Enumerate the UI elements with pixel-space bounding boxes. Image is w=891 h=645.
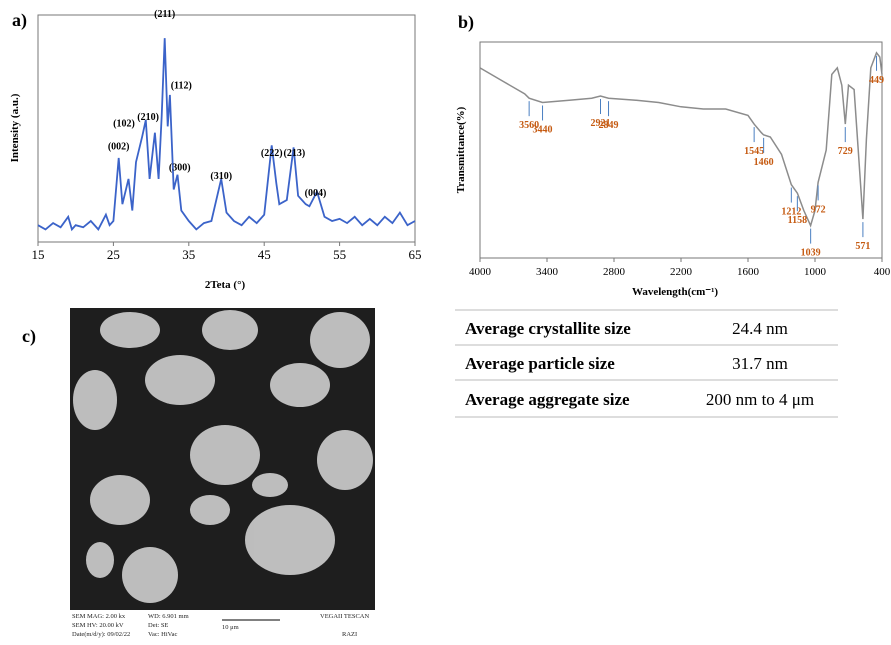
x-axis-label: Wavelength(cm⁻¹) xyxy=(632,286,718,298)
table-cell: 200 nm to 4 μm xyxy=(706,390,814,409)
x-tick-label: 2800 xyxy=(603,266,626,278)
x-tick-label: 55 xyxy=(333,247,346,262)
peak-label: 571 xyxy=(855,241,870,252)
peak-label: 3560 xyxy=(519,120,539,131)
table: Average crystallite size 24.4 nm Average… xyxy=(455,309,838,418)
peak-annotation: (213) xyxy=(284,148,306,159)
panel-label: b) xyxy=(458,12,474,33)
peak-label: 729 xyxy=(838,146,853,157)
x-tick-label: 15 xyxy=(32,247,45,262)
x-tick-label: 35 xyxy=(182,247,195,262)
x-tick-label: 2200 xyxy=(670,266,693,278)
peak-label: 1158 xyxy=(788,215,807,226)
sem-text: SEM MAG: 2.00 kx xyxy=(72,613,126,620)
peak-annotation: (102) xyxy=(113,118,135,129)
panel-label: a) xyxy=(12,10,27,31)
x-tick-label: 3400 xyxy=(536,266,559,278)
x-tick-label: 1000 xyxy=(804,266,827,278)
y-axis-label: Intensity (a.u.) xyxy=(9,93,21,162)
table-cell: Average particle size xyxy=(465,354,615,373)
x-tick-label: 1600 xyxy=(737,266,760,278)
peak-label: 1212 xyxy=(781,207,801,218)
x-tick-label: 4000 xyxy=(469,266,492,278)
sem-image xyxy=(70,308,375,640)
x-tick-label: 45 xyxy=(258,247,271,262)
panel-label: c) xyxy=(22,326,36,347)
peak-label: 972 xyxy=(811,204,826,215)
peak-annotation: (300) xyxy=(169,163,191,174)
peak-annotation: (210) xyxy=(137,112,159,123)
sem-text: VEGAII TESCAN xyxy=(320,613,369,620)
peak-annotation: (211) xyxy=(154,9,175,20)
peak-label: 1545 xyxy=(744,146,764,157)
peak-annotation: (310) xyxy=(210,171,232,182)
data-line xyxy=(479,51,883,228)
peak-annotation: (002) xyxy=(108,142,130,153)
x-tick-label: 400 xyxy=(874,266,891,278)
plot-frame xyxy=(479,41,883,259)
sem-text: 10 μm xyxy=(222,624,239,631)
peak-annotation: (004) xyxy=(305,188,327,199)
data-line xyxy=(37,38,416,232)
peak-annotation: (112) xyxy=(171,81,192,92)
peak-label: 3440 xyxy=(533,124,553,135)
sem-text: RAZI xyxy=(342,631,357,638)
sem-text: WD: 6.901 mm xyxy=(148,613,189,620)
peak-label: 449 xyxy=(869,75,884,86)
table-cell: 31.7 nm xyxy=(732,354,788,373)
x-tick-label: 65 xyxy=(409,247,422,262)
sem-text: Vac: HiVac xyxy=(148,631,178,638)
table-cell: 24.4 nm xyxy=(732,319,788,338)
sem-text: SEM HV: 20.00 kV xyxy=(72,622,124,629)
peak-label: 1460 xyxy=(754,157,774,168)
sem-text: Date(m/d/y): 09/02/22 xyxy=(72,631,130,638)
peak-label: 2849 xyxy=(599,120,619,131)
peak-annotation: (222) xyxy=(261,148,283,159)
y-axis-label: Transmittance(%) xyxy=(455,106,467,193)
peak-label: 1039 xyxy=(801,248,821,259)
table-cell: Average crystallite size xyxy=(465,319,631,338)
x-axis-label: 2Teta (°) xyxy=(205,279,246,291)
plot-frame xyxy=(37,14,416,243)
peak-label: 2921 xyxy=(590,118,610,129)
sem-text: Det: SE xyxy=(148,622,168,629)
x-tick-label: 25 xyxy=(107,247,120,262)
table-cell: Average aggregate size xyxy=(465,390,630,409)
